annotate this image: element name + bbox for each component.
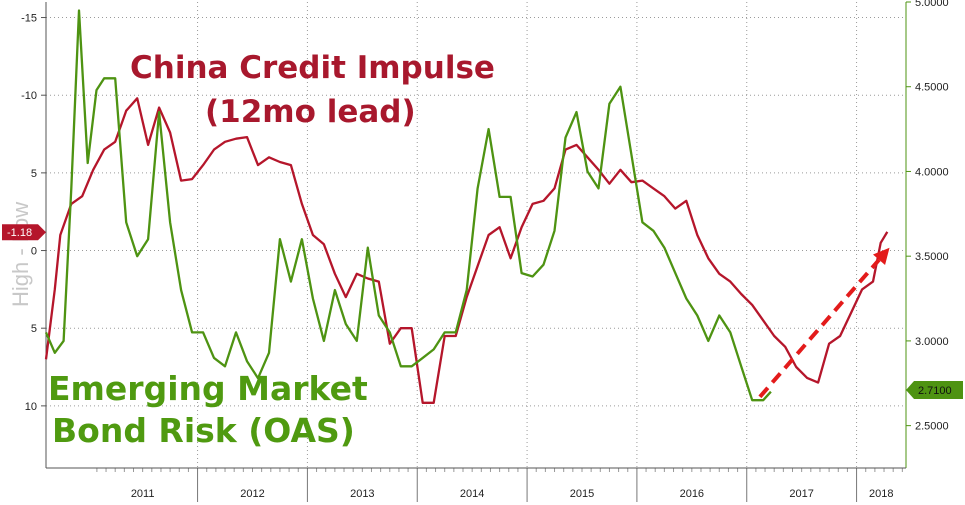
axes: [45, 2, 907, 502]
left-axis-ticks: -15 -10 5 0 5 10: [21, 13, 46, 413]
credit-last-value-tag: -1.18: [2, 224, 46, 241]
credit-tag-shape: [2, 224, 46, 241]
oas-last-value-tag: 2.7100: [906, 381, 963, 400]
oas-last-value: 2.7100: [918, 385, 952, 397]
left-tick-label: 0: [31, 246, 37, 258]
left-axis-label: High - Low: [8, 202, 33, 307]
year-label: 2017: [789, 488, 813, 500]
em-bond-oas-line: [44, 9, 772, 402]
grid: [46, 2, 906, 468]
oas-title-line-1: Emerging Market: [48, 369, 368, 408]
right-tick-label: 4.0000: [915, 166, 949, 178]
oas-title-line-2: Bond Risk (OAS): [52, 411, 355, 450]
credit-last-value: -1.18: [7, 227, 32, 239]
right-tick-label: 3.0000: [915, 336, 949, 348]
year-label: 2018: [869, 488, 893, 500]
year-label: 2015: [570, 488, 594, 500]
year-label: 2012: [240, 488, 264, 500]
left-tick-label: -15: [21, 13, 37, 25]
right-tick-label: 3.5000: [915, 251, 949, 263]
oas-tag-shape: [906, 381, 963, 400]
trend-arrow-head: [872, 247, 890, 266]
year-label: 2014: [460, 488, 484, 500]
year-label: 2011: [131, 488, 155, 500]
right-tick-label: 4.5000: [915, 82, 949, 94]
year-label: 2013: [350, 488, 374, 500]
left-tick-label: 5: [31, 168, 37, 180]
china-credit-impulse-line: [44, 97, 889, 404]
year-label: 2016: [680, 488, 704, 500]
left-tick-label: 5: [31, 323, 37, 335]
trend-arrow: [758, 247, 890, 399]
left-tick-label: 10: [25, 401, 37, 413]
right-axis-ticks: 2.5000 3.0000 3.5000 4.0000 4.5000 5.0000: [906, 0, 949, 433]
x-axis-year-labels: 2011 2012 2013 2014 2015 2016 2017 2018: [131, 488, 894, 500]
credit-title-line-2: (12mo lead): [205, 94, 416, 130]
left-tick-label: -10: [21, 90, 37, 102]
credit-title-line-1: China Credit Impulse: [130, 50, 495, 86]
right-tick-label: 5.0000: [915, 0, 949, 9]
right-tick-label: 2.5000: [915, 421, 949, 433]
trend-arrow-shaft: [758, 258, 881, 399]
